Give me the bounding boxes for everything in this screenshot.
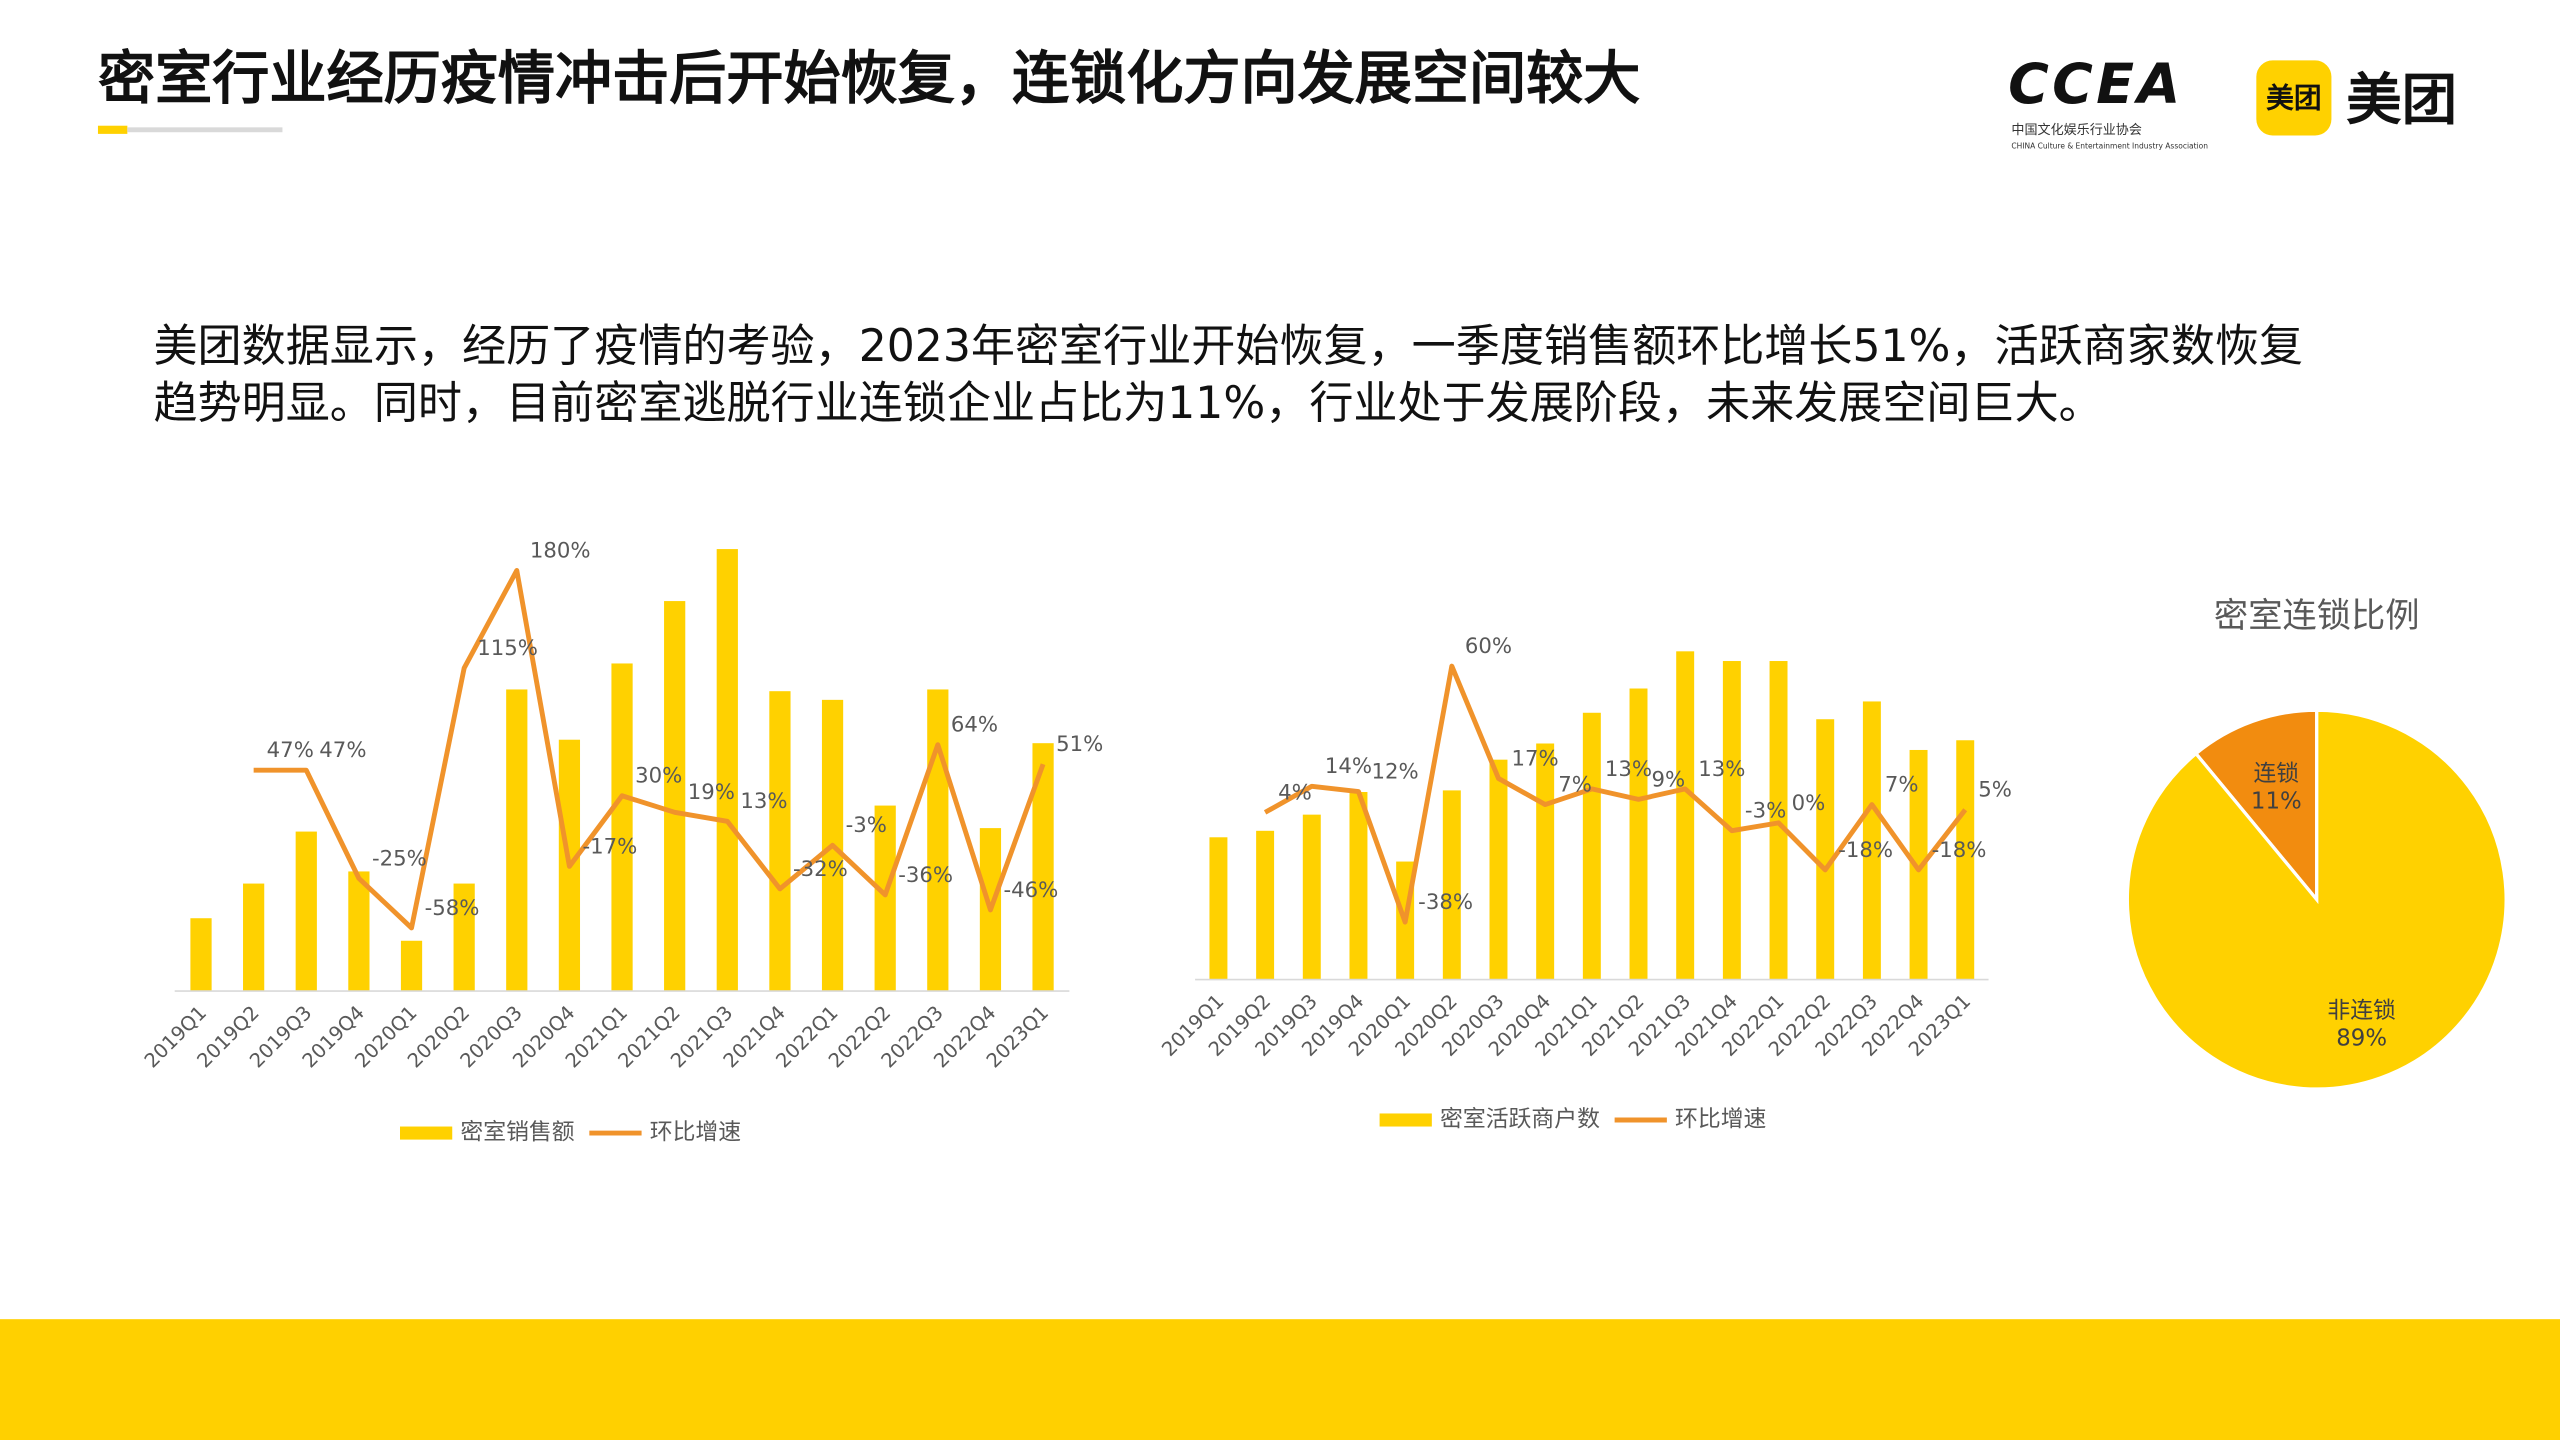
bar xyxy=(1956,740,1975,980)
data-label: 0% xyxy=(1792,791,1826,816)
ccea-logo: CCEA xyxy=(2008,52,2183,117)
body-line: 趋势明显。同时，目前密室逃脱行业连锁企业占比为11%，行业处于发展阶段，未来发展… xyxy=(153,378,2102,429)
bar xyxy=(1442,790,1461,980)
bar xyxy=(453,883,475,992)
data-label: 13% xyxy=(1605,757,1652,782)
data-label: 180% xyxy=(530,538,591,563)
data-label: 17% xyxy=(1512,746,1559,771)
data-label: 5% xyxy=(1978,778,2012,803)
data-label: -18% xyxy=(1838,838,1893,863)
bar xyxy=(1209,837,1228,980)
data-label: 64% xyxy=(951,713,998,738)
bar xyxy=(611,663,633,992)
data-label: 19% xyxy=(688,780,735,805)
data-label: -17% xyxy=(582,834,637,859)
bar xyxy=(190,918,212,992)
bar xyxy=(1256,830,1275,980)
data-label: -3% xyxy=(846,813,887,838)
data-label: 4% xyxy=(1278,780,1312,805)
data-label: -18% xyxy=(1932,838,1987,863)
pie-value: 89% xyxy=(2336,1026,2387,1052)
ccea-en: CHINA Culture & Entertainment Industry A… xyxy=(2011,142,2208,151)
data-label: -32% xyxy=(793,857,848,882)
pie-title: 密室连锁比例 xyxy=(2214,596,2420,636)
pie-category: 连锁 xyxy=(2253,761,2299,787)
bar xyxy=(1676,651,1695,980)
data-label: 7% xyxy=(1885,773,1919,798)
body-line: 美团数据显示，经历了疫情的考验，2023年密室行业开始恢复，一季度销售额环比增长… xyxy=(153,321,2303,372)
bar xyxy=(1722,661,1741,980)
data-label: -38% xyxy=(1418,890,1473,915)
legend-label: 密室销售额 xyxy=(460,1120,574,1146)
bar xyxy=(769,691,791,992)
legend-swatch xyxy=(400,1126,453,1140)
bar xyxy=(664,601,686,992)
pie-category: 非连锁 xyxy=(2327,998,2396,1024)
line-series xyxy=(1263,663,1968,925)
legend-label: 密室活跃商户数 xyxy=(1440,1106,1600,1132)
bar xyxy=(1302,814,1321,980)
data-label: 7% xyxy=(1558,773,1592,798)
bar xyxy=(1032,743,1054,992)
bar xyxy=(927,689,949,992)
legend-label: 环比增速 xyxy=(650,1120,741,1146)
title-accent xyxy=(97,125,128,134)
data-label: 51% xyxy=(1056,732,1103,757)
pie-slice xyxy=(2193,708,2319,905)
bar xyxy=(1909,749,1928,980)
pie-slice xyxy=(2125,708,2508,1091)
legend-label: 环比增速 xyxy=(1675,1106,1766,1132)
data-label: 9% xyxy=(1652,767,1686,792)
meituan-badge-text: 美团 xyxy=(2266,82,2322,115)
title-underline xyxy=(127,127,283,133)
bar xyxy=(1349,792,1368,980)
data-label: -58% xyxy=(425,896,480,921)
pie-value: 11% xyxy=(2251,789,2302,815)
meituan-logo: 美团 xyxy=(2346,68,2457,133)
bar xyxy=(506,689,528,992)
data-label: -3% xyxy=(1745,799,1786,824)
data-label: 115% xyxy=(477,636,538,661)
bar xyxy=(400,940,423,992)
data-label: 30% xyxy=(635,764,682,789)
bar xyxy=(716,549,738,992)
bar xyxy=(348,871,370,992)
line-series xyxy=(253,568,1046,931)
bar xyxy=(295,831,317,992)
bar xyxy=(1862,701,1881,980)
data-label: 47% xyxy=(267,738,314,763)
bar xyxy=(1769,661,1788,980)
legend-swatch xyxy=(1379,1113,1432,1127)
ccea-cn: 中国文化娱乐行业协会 xyxy=(2011,123,2141,138)
data-label: 47% xyxy=(319,738,366,763)
data-label: 12% xyxy=(1372,759,1419,784)
data-label: -25% xyxy=(372,846,427,871)
data-label: -46% xyxy=(1004,878,1059,903)
footer-band xyxy=(0,1319,2560,1440)
slide-title: 密室行业经历疫情冲击后开始恢复，连锁化方向发展空间较大 xyxy=(98,46,1640,112)
bar xyxy=(1816,719,1835,980)
data-label: -36% xyxy=(898,863,953,888)
data-label: 60% xyxy=(1465,634,1512,659)
bar xyxy=(1536,743,1555,980)
data-label: 13% xyxy=(740,789,787,814)
bar xyxy=(874,805,896,992)
data-label: 14% xyxy=(1325,754,1372,779)
bar xyxy=(1489,759,1508,980)
meituan-badge xyxy=(2256,60,2332,136)
bar xyxy=(1582,712,1601,980)
bar xyxy=(1629,688,1648,980)
data-label: 13% xyxy=(1698,757,1745,782)
bar xyxy=(243,883,265,992)
